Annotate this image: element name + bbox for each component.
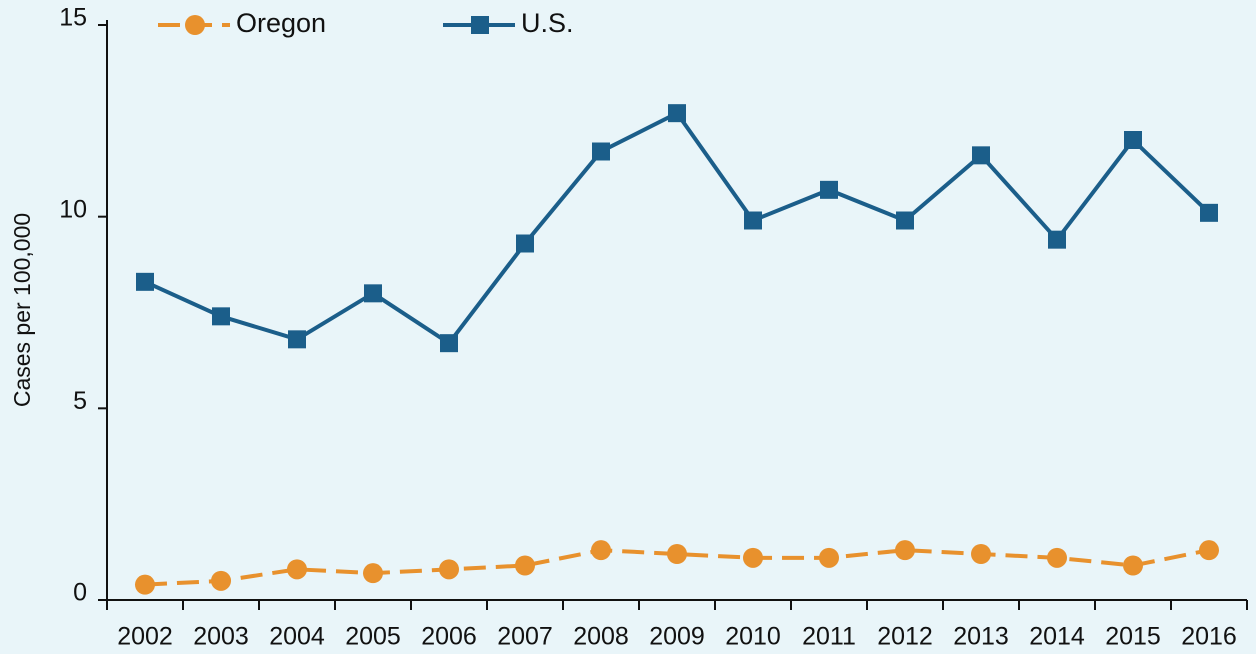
point — [743, 547, 763, 568]
x-tick-label: 2010 — [725, 623, 781, 651]
point — [896, 211, 914, 230]
point — [972, 146, 990, 165]
point — [667, 544, 687, 564]
x-tick-label: 2004 — [269, 623, 325, 651]
point — [1199, 540, 1219, 561]
point — [895, 540, 915, 561]
point — [287, 559, 307, 580]
point — [1123, 555, 1143, 576]
x-tick-label: 2008 — [573, 623, 629, 651]
x-tick-label: 2016 — [1181, 623, 1237, 651]
x-tick-label: 2014 — [1029, 623, 1085, 651]
point — [820, 180, 838, 199]
point — [971, 544, 991, 564]
point — [592, 142, 610, 161]
point — [515, 555, 535, 576]
x-tick-label: 2015 — [1105, 623, 1161, 651]
x-tick-label: 2006 — [421, 623, 477, 651]
point — [136, 272, 154, 291]
point — [212, 307, 230, 326]
point — [516, 234, 534, 253]
series-line — [144, 548, 1210, 587]
x-tick-label: 2005 — [345, 623, 401, 651]
x-tick-label: 2002 — [117, 623, 173, 651]
point — [1200, 203, 1218, 222]
point — [363, 563, 383, 584]
y-tick-label: 10 — [59, 195, 87, 223]
legend-marker — [471, 16, 489, 34]
x-tick-label: 2012 — [877, 623, 933, 651]
y-tick-label: 0 — [73, 579, 87, 607]
series-line — [144, 110, 1211, 346]
point — [288, 330, 306, 349]
x-tick-label: 2003 — [193, 623, 249, 651]
point — [1124, 131, 1142, 149]
legend-label: U.S. — [521, 8, 574, 38]
x-tick-label: 2013 — [953, 623, 1009, 651]
legend-marker — [185, 15, 205, 35]
point — [668, 104, 686, 123]
point — [1047, 547, 1067, 568]
legend-label: Oregon — [236, 8, 326, 38]
point — [211, 570, 231, 591]
x-tick-label: 2009 — [649, 623, 705, 651]
point — [135, 574, 155, 595]
point — [1048, 230, 1066, 249]
point — [440, 334, 458, 353]
x-tick-label: 2011 — [802, 623, 856, 651]
point — [591, 540, 611, 561]
point — [439, 559, 459, 580]
y-tick-label: 15 — [59, 4, 87, 32]
y-axis-label: Cases per 100,000 — [9, 213, 35, 407]
point — [819, 547, 839, 568]
y-tick-label: 5 — [73, 387, 87, 415]
point — [364, 284, 382, 303]
point — [744, 211, 762, 230]
x-tick-label: 2007 — [497, 623, 553, 651]
